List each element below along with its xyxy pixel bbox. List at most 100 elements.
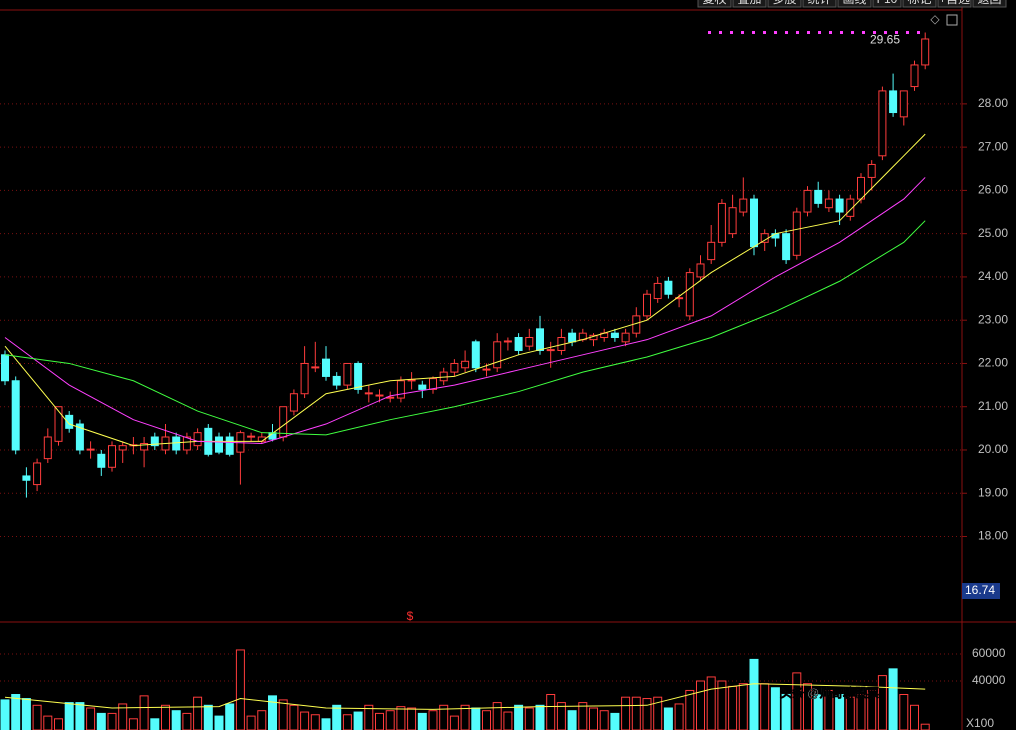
event-marker: $ (407, 609, 414, 623)
y-tick-label: 28.00 (978, 96, 1008, 110)
volume-bar (428, 710, 438, 730)
volume-bar (353, 711, 363, 730)
toolbar-button[interactable] (767, 0, 802, 8)
volume-bar (75, 702, 85, 730)
volume-bar (193, 696, 203, 730)
y-tick-label: 18.00 (978, 529, 1008, 543)
candle-body (899, 90, 908, 118)
toolbar-label[interactable]: 标记 (907, 0, 931, 6)
toolbar-button[interactable] (872, 0, 902, 8)
candle-body (857, 176, 865, 200)
toolbar-label[interactable]: 多股 (772, 0, 796, 6)
toolbar-label[interactable]: 返回 (977, 0, 1001, 6)
candle-body (375, 394, 384, 397)
volume-bar (300, 711, 310, 730)
volume-bar (845, 696, 855, 730)
candle-body (653, 282, 662, 300)
candle-body (696, 263, 705, 278)
volume-bar (653, 696, 663, 730)
volume-bar (0, 699, 10, 730)
volume-bar (899, 694, 909, 730)
candle-body (921, 38, 930, 66)
toolbar-button[interactable] (732, 0, 767, 8)
volume-bar (888, 668, 898, 730)
candle-body (771, 233, 780, 239)
volume-bar (268, 695, 277, 730)
candle-body (65, 414, 74, 429)
candle-body (150, 436, 159, 447)
volume-bar (139, 695, 149, 730)
candle-body (750, 198, 758, 248)
volume-bar (717, 680, 727, 730)
toolbar-button[interactable] (972, 0, 1007, 8)
candle-body (322, 358, 330, 377)
watermark: 头条 @帅哥聊股票 (780, 685, 879, 700)
candle-body (717, 202, 726, 243)
volume-bar (546, 694, 556, 730)
candle-body (450, 362, 459, 373)
candle-body (835, 198, 844, 213)
candle-body (429, 378, 437, 390)
high-marker-label: 29.65 (870, 33, 900, 47)
y-tick-label: 21.00 (978, 399, 1008, 413)
candle-body (846, 198, 855, 217)
y-tick-label: 40000 (972, 673, 1006, 687)
volume-bar (171, 710, 181, 730)
volume-bar (11, 694, 21, 730)
y-tick-label: 27.00 (978, 139, 1008, 153)
toolbar-button[interactable] (697, 0, 732, 8)
volume-bar (96, 712, 106, 730)
volume-bar (310, 714, 320, 730)
icon-diamond[interactable]: ◇ (930, 12, 940, 26)
volume-bar (278, 699, 288, 730)
volume-bar (685, 689, 695, 730)
candle-body (247, 435, 256, 438)
candle-body (279, 406, 288, 438)
candle-body (910, 64, 919, 88)
volume-bar (781, 694, 791, 730)
candle-body (193, 432, 202, 447)
toolbar-label[interactable]: 画线 (842, 0, 866, 6)
volume-bar (107, 712, 117, 730)
toolbar-label[interactable]: F10 (877, 0, 898, 6)
candle-body (546, 349, 555, 352)
y-tick-label: 20.00 (978, 442, 1008, 456)
toolbar-label[interactable]: +自选 (939, 0, 970, 6)
candle-body (118, 445, 127, 451)
volume-bar (257, 710, 267, 730)
volume-bar (364, 704, 374, 730)
toolbar-button[interactable] (802, 0, 837, 8)
toolbar-button[interactable] (902, 0, 937, 8)
candle-body (782, 233, 791, 261)
candle-body (11, 380, 20, 451)
volume-bar (920, 723, 930, 730)
volume-bar (417, 712, 427, 730)
icon-window[interactable] (946, 14, 958, 26)
volume-bar (43, 715, 53, 730)
volume-bar (535, 704, 545, 730)
candle-body (75, 423, 84, 451)
volume-bar (567, 710, 577, 730)
toolbar-label[interactable]: 叠加 (737, 0, 761, 6)
candle-body (215, 436, 223, 453)
volume-bar (696, 680, 705, 730)
y-tick-label: 26.00 (978, 183, 1008, 197)
volume-bar (225, 703, 235, 730)
candle-body (664, 280, 673, 295)
volume-bar (385, 710, 395, 730)
moving-average (4, 177, 926, 444)
candle-body (332, 375, 341, 386)
toolbar-button[interactable] (937, 0, 972, 8)
toolbar-label[interactable]: 统计 (807, 0, 831, 6)
candle-body (760, 233, 769, 243)
candle-body (889, 90, 898, 114)
toolbar-button[interactable] (837, 0, 872, 8)
volume-bar (910, 704, 919, 730)
candle-body (407, 379, 416, 382)
toolbar-label[interactable]: 复权 (702, 0, 726, 6)
candle-body (707, 241, 716, 261)
candle-body (86, 448, 95, 451)
y-tick-label: 24.00 (978, 269, 1008, 283)
